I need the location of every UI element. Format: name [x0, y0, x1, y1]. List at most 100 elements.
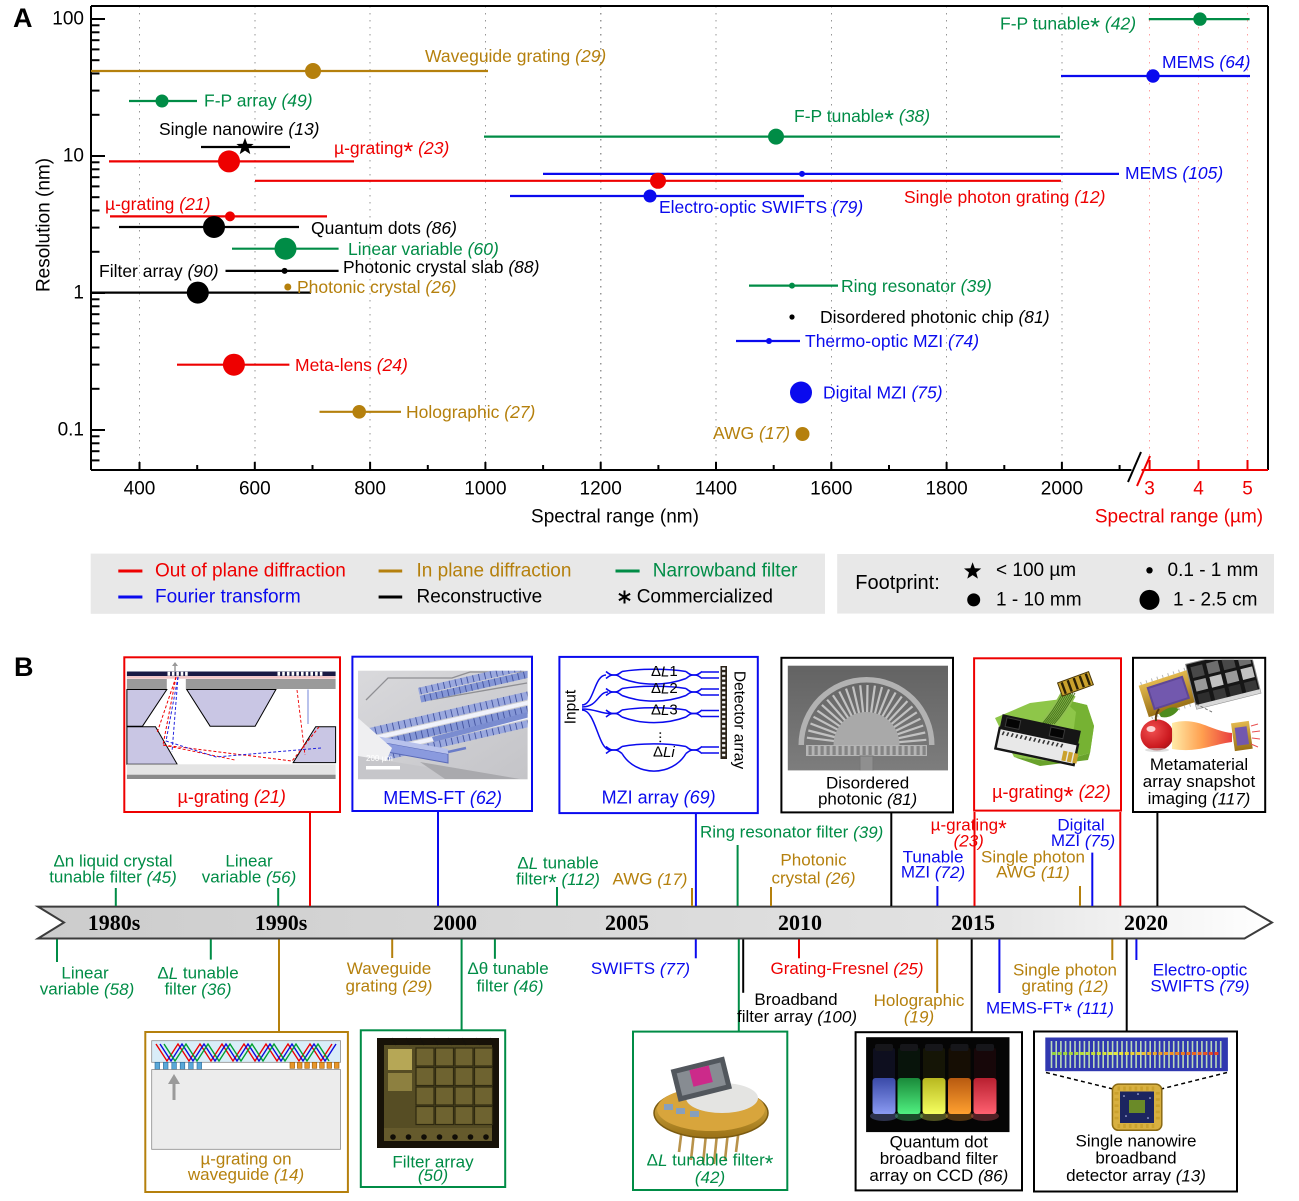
svg-text:Waveguide: Waveguide [347, 959, 431, 978]
svg-text:grating (29): grating (29) [346, 976, 433, 995]
svg-text:2015: 2015 [951, 910, 995, 935]
svg-text:F-P array (49): F-P array (49) [204, 91, 313, 111]
svg-text:µ-grating (21): µ-grating (21) [177, 787, 285, 807]
svg-text:...: ... [656, 731, 673, 744]
svg-text:Δn liquid crystal: Δn liquid crystal [53, 852, 172, 871]
svg-text:0.1 - 1 mm: 0.1 - 1 mm [1168, 560, 1259, 581]
svg-text:Disordered photonic chip (81): Disordered photonic chip (81) [820, 307, 1050, 327]
svg-text:F-P tunable* (42): F-P tunable* (42) [1000, 14, 1136, 42]
svg-text:Out of plane diffraction: Out of plane diffraction [155, 561, 346, 582]
svg-text:100: 100 [52, 9, 84, 30]
svg-text:Ring resonator filter (39): Ring resonator filter (39) [700, 823, 883, 842]
svg-text:ΔL2: ΔL2 [651, 680, 678, 697]
svg-text:Filter array: Filter array [392, 1153, 474, 1172]
svg-text:Narrowband filter: Narrowband filter [653, 561, 798, 582]
svg-text:Resolution (nm): Resolution (nm) [34, 158, 55, 292]
svg-text:Grating-Fresnel (25): Grating-Fresnel (25) [770, 959, 923, 978]
svg-text:ΔL3: ΔL3 [651, 702, 678, 719]
svg-text:MEMS-FT (62): MEMS-FT (62) [383, 788, 502, 808]
svg-text:Δθ tunable: Δθ tunable [467, 959, 548, 978]
svg-text:Ring resonator (39): Ring resonator (39) [841, 276, 992, 296]
svg-text:1200: 1200 [580, 479, 622, 500]
svg-text:ΔL tunable: ΔL tunable [517, 854, 598, 873]
svg-text:detector array (13): detector array (13) [1066, 1166, 1206, 1185]
svg-text:1600: 1600 [810, 479, 852, 500]
svg-text:(19): (19) [904, 1007, 934, 1026]
svg-text:Fourier transform: Fourier transform [155, 587, 301, 608]
svg-text:3: 3 [1144, 479, 1155, 500]
svg-text:Spectral range (nm): Spectral range (nm) [531, 507, 699, 528]
svg-text:800: 800 [354, 479, 386, 500]
svg-text:MEMS-FT* (111): MEMS-FT* (111) [986, 999, 1114, 1024]
svg-text:1 - 2.5 cm: 1 - 2.5 cm [1173, 589, 1257, 610]
svg-text:SWIFTS (77): SWIFTS (77) [591, 959, 690, 978]
svg-text:Photonic: Photonic [780, 851, 847, 870]
svg-text:photonic (81): photonic (81) [818, 789, 917, 808]
svg-text:Quantum dots (86): Quantum dots (86) [311, 218, 457, 238]
svg-text:Single photon grating (12): Single photon grating (12) [904, 187, 1105, 207]
svg-text:Single nanowire (13): Single nanowire (13) [159, 119, 320, 139]
svg-text:1 - 10 mm: 1 - 10 mm [996, 589, 1082, 610]
svg-text:1980s: 1980s [88, 910, 141, 935]
svg-text:1000: 1000 [464, 479, 506, 500]
svg-text:5: 5 [1242, 479, 1253, 500]
svg-text:variable (58): variable (58) [40, 980, 135, 999]
svg-text:Single photon: Single photon [981, 848, 1085, 867]
svg-text:AWG (17): AWG (17) [613, 870, 688, 889]
svg-text:ΔLi: ΔLi [653, 744, 675, 761]
svg-text:ΔL tunable: ΔL tunable [157, 964, 238, 983]
svg-text:AWG (11): AWG (11) [996, 863, 1070, 882]
svg-text:1990s: 1990s [255, 910, 308, 935]
svg-text:Electro-optic SWIFTS (79): Electro-optic SWIFTS (79) [659, 197, 863, 217]
svg-text:MZI array (69): MZI array (69) [602, 788, 716, 808]
svg-text:1800: 1800 [925, 479, 967, 500]
svg-text:SWIFTS (79): SWIFTS (79) [1150, 977, 1249, 996]
svg-text:Photonic crystal (26): Photonic crystal (26) [297, 277, 457, 297]
svg-text:Single nanowire: Single nanowire [1076, 1132, 1197, 1151]
svg-text:Holographic: Holographic [874, 991, 965, 1010]
svg-text:Photonic crystal slab (88): Photonic crystal slab (88) [343, 257, 539, 277]
svg-text:MZI (72): MZI (72) [901, 863, 965, 882]
svg-text:µ-grating on: µ-grating on [200, 1149, 291, 1168]
svg-text:variable (56): variable (56) [202, 868, 297, 887]
svg-text:waveguide (14): waveguide (14) [187, 1165, 304, 1184]
svg-text:4: 4 [1193, 479, 1204, 500]
svg-text:array on CCD (86): array on CCD (86) [869, 1166, 1008, 1185]
svg-text:array snapshot: array snapshot [1143, 772, 1256, 791]
svg-text:B: B [14, 652, 34, 682]
svg-text:10: 10 [63, 146, 84, 167]
svg-text:Holographic (27): Holographic (27) [406, 402, 535, 422]
svg-text:2020: 2020 [1124, 910, 1168, 935]
svg-text:Disordered: Disordered [826, 774, 909, 793]
svg-text:(42): (42) [695, 1168, 725, 1187]
svg-text:1400: 1400 [695, 479, 737, 500]
svg-text:Filter array (90): Filter array (90) [99, 261, 219, 281]
svg-text:Detector array: Detector array [731, 671, 748, 769]
svg-text:MZI (75): MZI (75) [1051, 831, 1115, 850]
svg-text:600: 600 [239, 479, 271, 500]
svg-text:broadband: broadband [1095, 1148, 1176, 1167]
svg-text:Linear variable (60): Linear variable (60) [348, 239, 499, 259]
svg-text:MEMS (64): MEMS (64) [1162, 52, 1251, 72]
svg-text:1: 1 [73, 283, 84, 304]
svg-text:F-P tunable* (38): F-P tunable* (38) [794, 106, 930, 134]
svg-text:Input: Input [563, 689, 580, 724]
svg-text:Spectral range (µm): Spectral range (µm) [1095, 507, 1263, 528]
svg-text:crystal (26): crystal (26) [771, 869, 855, 888]
svg-text:400: 400 [124, 479, 156, 500]
svg-text:2000: 2000 [433, 910, 477, 935]
svg-text:broadband filter: broadband filter [880, 1149, 998, 1168]
svg-text:filter (36): filter (36) [164, 980, 231, 999]
svg-text:0.1: 0.1 [58, 420, 84, 441]
svg-text:µ-grating (21): µ-grating (21) [105, 194, 210, 214]
svg-text:200 µm: 200 µm [366, 754, 393, 763]
svg-text:Meta-lens (24): Meta-lens (24) [295, 355, 408, 375]
svg-text:Digital MZI (75): Digital MZI (75) [823, 383, 943, 403]
svg-text:Quantum dot: Quantum dot [890, 1133, 989, 1152]
svg-text:Linear: Linear [61, 964, 109, 983]
svg-text:Single photon: Single photon [1013, 960, 1117, 979]
svg-text:Thermo-optic MZI (74): Thermo-optic MZI (74) [805, 331, 979, 351]
svg-text:Footprint:: Footprint: [855, 572, 939, 594]
svg-text:Reconstructive: Reconstructive [417, 587, 543, 608]
svg-text:Digital: Digital [1057, 816, 1104, 835]
